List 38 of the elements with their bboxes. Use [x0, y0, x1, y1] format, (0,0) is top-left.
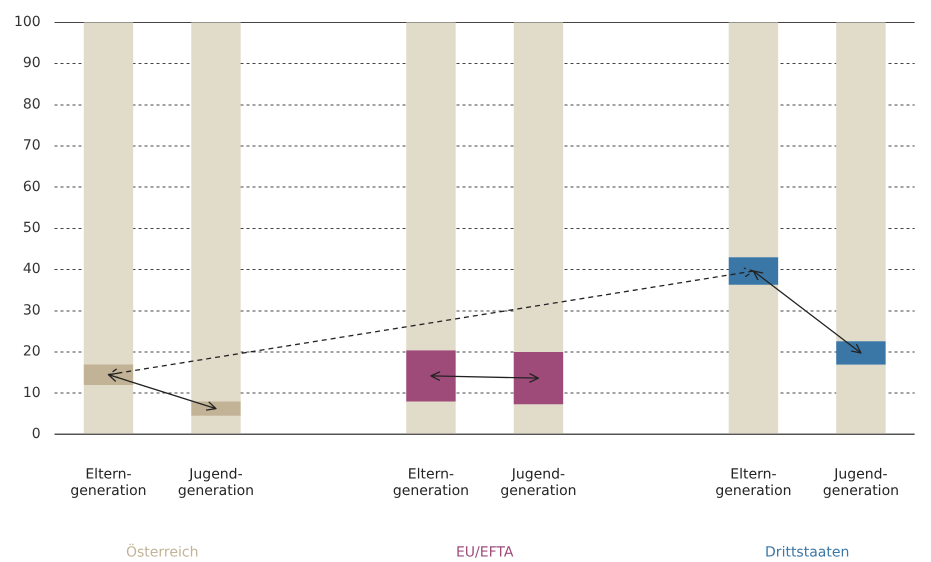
- y-tick-label: 10: [22, 384, 41, 401]
- bar: [191, 401, 241, 416]
- bar: [191, 22, 241, 402]
- bar: [84, 22, 134, 364]
- bar: [406, 401, 456, 434]
- y-tick-label: 20: [22, 344, 41, 360]
- x-tick-label: Eltern- generation: [715, 466, 792, 500]
- y-tick-label: 0: [32, 426, 41, 442]
- bar: [406, 350, 456, 402]
- y-tick-label: 100: [14, 14, 41, 30]
- bar: [836, 341, 886, 365]
- text: EU/EFTA: [456, 544, 514, 561]
- y-tick-label: 40: [22, 261, 41, 278]
- x-tick-label: Jugend- generation: [178, 466, 254, 500]
- y-tick-label: 60: [22, 178, 41, 195]
- bar: [836, 364, 886, 434]
- y-tick-label: 90: [22, 55, 41, 72]
- bar: [728, 22, 778, 258]
- bar: [514, 22, 564, 352]
- x-tick-label: Jugend- generation: [500, 466, 577, 500]
- y-tick-label: 70: [22, 138, 41, 154]
- y-tick-label: 50: [22, 220, 41, 236]
- text: Österreich: [126, 544, 198, 561]
- x-tick-label: Eltern- generation: [70, 466, 147, 500]
- bar: [84, 364, 134, 385]
- bar: [836, 22, 886, 342]
- bar: [514, 404, 564, 434]
- bar: [191, 416, 241, 434]
- bar: [514, 352, 564, 404]
- bar: [406, 22, 456, 350]
- text: Drittstaaten: [765, 544, 850, 561]
- y-tick-label: 30: [22, 302, 41, 318]
- y-tick-label: 80: [22, 96, 41, 112]
- bar: [728, 257, 778, 285]
- x-tick-label: Jugend- generation: [822, 466, 899, 500]
- x-tick-label: Eltern- generation: [392, 466, 470, 500]
- bar: [728, 284, 778, 434]
- bar: [84, 384, 134, 434]
